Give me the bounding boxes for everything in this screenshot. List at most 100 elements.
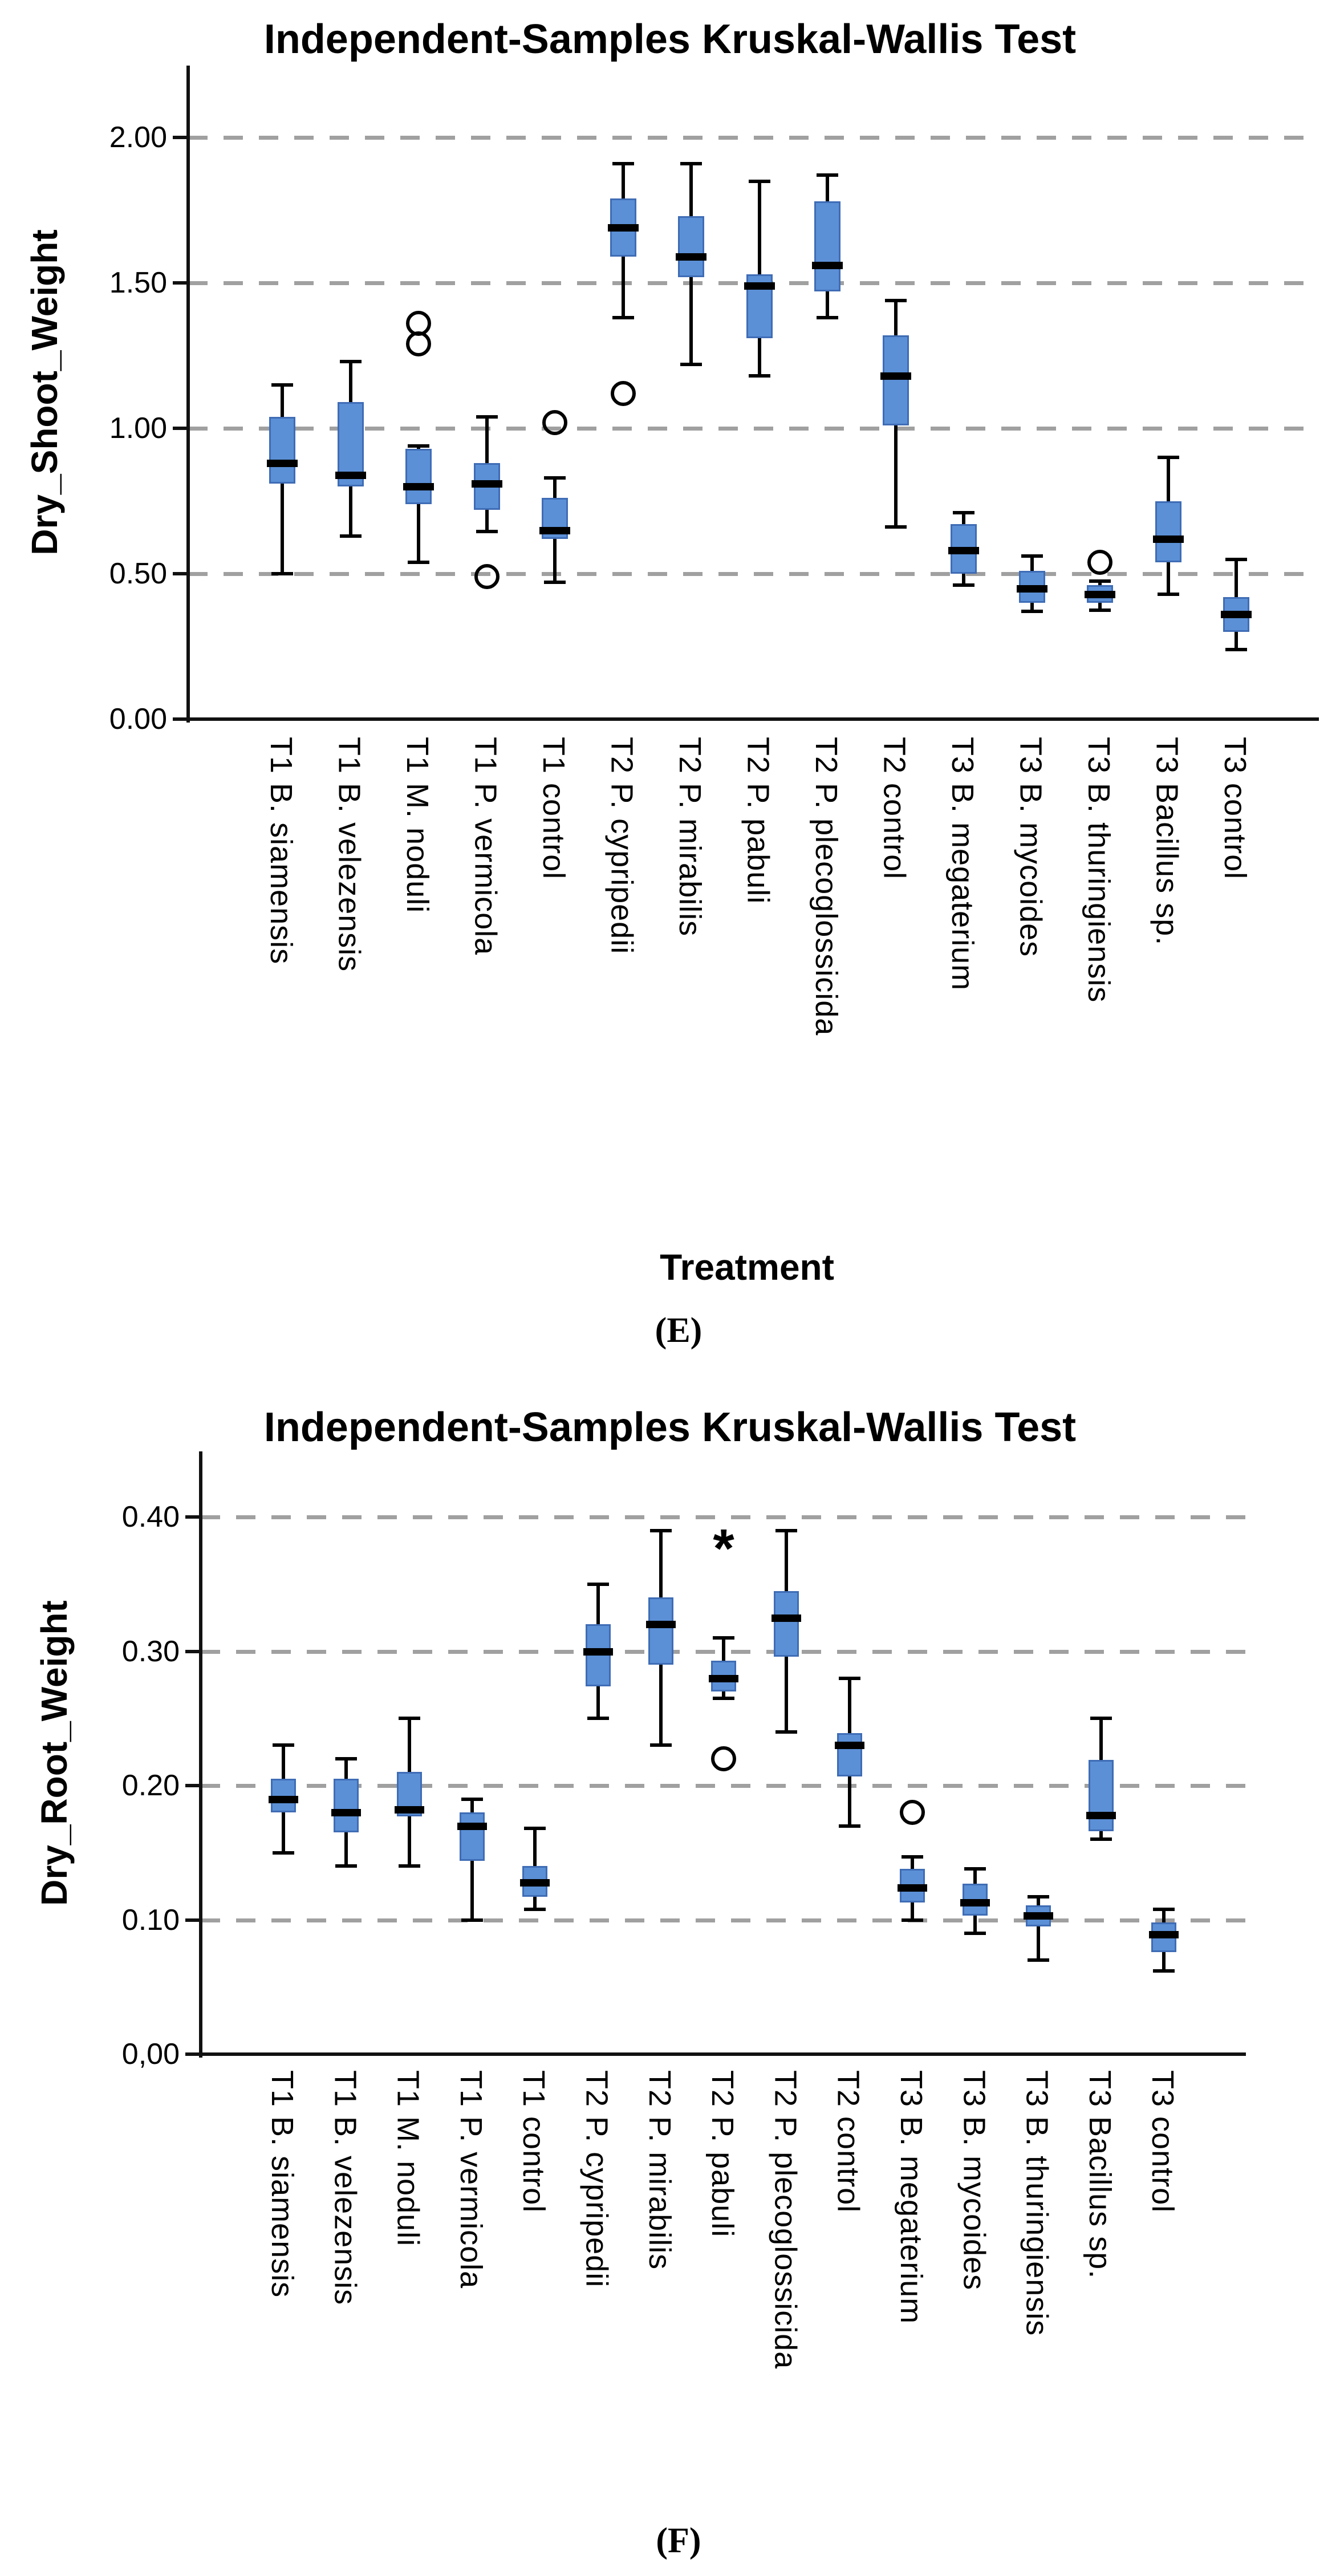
y-tick-label: 2.00 <box>109 121 167 154</box>
whisker-line-t3-b-thuringiensis <box>1036 1897 1040 1961</box>
x-tick-label-t1-p-vermicola: T1 P. vermicola <box>468 737 503 956</box>
x-tick-label-t1-b-siamensis: T1 B. siamensis <box>265 2070 299 2298</box>
whisker-cap-t1-p-vermicola <box>476 415 498 419</box>
whisker-cap-t3-bacillus-sp <box>1090 1837 1112 1841</box>
x-tick-label-t2-p-mirabilis: T2 P. mirabilis <box>642 2070 677 2270</box>
y-tick-label: 0.30 <box>121 1634 180 1668</box>
whisker-cap-t2-p-pabuli <box>713 1696 735 1700</box>
whisker-cap-t3-b-mycoides <box>964 1932 986 1936</box>
median-line-t2-p-plecoglossicida <box>812 262 843 270</box>
outlier-circle-icon <box>900 1800 925 1825</box>
y-tick <box>173 427 186 430</box>
whisker-cap-t3-bacillus-sp <box>1157 592 1179 596</box>
y-tick-label: 0,00 <box>121 2038 180 2071</box>
y-tick <box>185 2052 199 2056</box>
whisker-cap-t1-b-velezensis <box>339 359 362 363</box>
box-t2-p-cypripedii <box>585 1624 611 1686</box>
whisker-cap-t2-p-mirabilis <box>680 362 702 366</box>
box-t1-b-siamensis <box>269 416 295 484</box>
median-line-t1-p-vermicola <box>457 1822 487 1830</box>
gridline <box>188 572 1319 576</box>
x-tick-label-t3-b-mycoides: T3 B. mycoides <box>957 2070 992 2291</box>
median-line-t1-b-siamensis <box>267 460 298 468</box>
x-tick-label-t1-b-velezensis: T1 B. velezensis <box>332 737 367 972</box>
y-tick <box>173 572 186 575</box>
whisker-cap-t1-m-noduli <box>398 1717 420 1721</box>
x-tick-label-t1-p-vermicola: T1 P. vermicola <box>453 2070 488 2289</box>
whisker-cap-t1-m-noduli <box>408 560 429 564</box>
outlier-circle-icon <box>610 380 636 406</box>
whisker-cap-t1-m-noduli <box>408 444 429 448</box>
y-tick-label: 0.50 <box>109 557 167 590</box>
y-tick-label: 1.50 <box>109 266 167 299</box>
whisker-cap-t1-p-vermicola <box>461 1797 483 1801</box>
median-line-t1-m-noduli <box>394 1806 424 1814</box>
median-line-t3-control <box>1149 1931 1179 1939</box>
whisker-cap-t2-p-plecoglossicida <box>817 173 838 177</box>
box-t3-bacillus-sp <box>1088 1760 1114 1832</box>
chart-title-dry-shoot-weight: Independent-Samples Kruskal-Wallis Test <box>263 17 1077 62</box>
whisker-cap-t1-b-velezensis <box>339 534 362 538</box>
median-line-t3-b-mycoides <box>1016 585 1047 593</box>
whisker-cap-t3-b-thuringiensis <box>1089 608 1111 612</box>
gridline <box>201 1784 1246 1788</box>
median-line-t1-b-siamensis <box>269 1795 298 1803</box>
x-tick-label-t3-bacillus-sp: T3 Bacillus sp. <box>1082 2070 1117 2279</box>
whisker-cap-t2-p-mirabilis <box>649 1528 672 1532</box>
x-tick-label-t3-b-mycoides: T3 B. mycoides <box>1013 737 1048 958</box>
whisker-cap-t1-b-velezensis <box>335 1756 358 1760</box>
whisker-cap-t1-b-siamensis <box>273 1743 294 1747</box>
gridline <box>188 427 1319 431</box>
box-t3-bacillus-sp <box>1155 501 1181 562</box>
whisker-cap-t3-b-mycoides <box>964 1867 986 1871</box>
x-tick-label-t1-b-siamensis: T1 B. siamensis <box>264 737 298 965</box>
median-line-t2-control <box>834 1742 864 1750</box>
x-tick-label-t1-b-velezensis: T1 B. velezensis <box>328 2070 363 2306</box>
median-line-t2-p-cypripedii <box>607 224 639 232</box>
outlier-asterisk-icon: * <box>713 1518 734 1580</box>
y-tick <box>173 717 186 721</box>
whisker-cap-t2-control <box>838 1676 860 1680</box>
x-tick-label-t2-p-plecoglossicida: T2 P. plecoglossicida <box>768 2070 803 2370</box>
box-t2-p-plecoglossicida <box>814 201 840 292</box>
x-tick-label-t2-p-pabuli: T2 P. pabuli <box>741 737 775 904</box>
whisker-cap-t2-p-mirabilis <box>680 161 702 165</box>
whisker-cap-t1-control <box>524 1827 546 1831</box>
y-tick <box>185 1784 199 1787</box>
whisker-cap-t3-b-mycoides <box>1021 610 1043 614</box>
whisker-cap-t2-control <box>838 1824 860 1828</box>
x-tick-label-t2-control: T2 control <box>831 2070 866 2213</box>
x-tick-label-t2-p-cypripedii: T2 P. cypripedii <box>579 2070 614 2288</box>
y-tick-label: 1.00 <box>109 412 167 445</box>
box-t1-p-vermicola <box>459 1812 485 1861</box>
x-axis-line <box>199 2052 1246 2056</box>
median-line-t3-b-mycoides <box>960 1898 990 1906</box>
x-tick-label-t3-control: T3 control <box>1146 2070 1180 2213</box>
whisker-cap-t2-p-plecoglossicida <box>817 316 838 320</box>
whisker-cap-t2-p-plecoglossicida <box>775 1730 798 1734</box>
box-t2-control <box>882 335 909 425</box>
y-tick-label: 0.10 <box>121 1903 180 1937</box>
y-tick <box>185 1918 199 1922</box>
whisker-cap-t2-control <box>884 298 907 302</box>
median-line-t3-b-thuringiensis <box>1023 1912 1053 1920</box>
median-line-t1-b-velezensis <box>331 1809 362 1817</box>
whisker-cap-t2-p-cypripedii <box>612 316 634 320</box>
x-tick-label-t3-bacillus-sp: T3 Bacillus sp. <box>1150 737 1184 946</box>
whisker-cap-t1-m-noduli <box>398 1864 420 1868</box>
whisker-cap-t3-b-megaterium <box>902 1855 923 1859</box>
gridline <box>201 1515 1246 1519</box>
whisker-cap-t1-b-siamensis <box>273 1851 294 1855</box>
whisker-cap-t3-b-thuringiensis <box>1089 579 1111 583</box>
gridline <box>201 1918 1246 1922</box>
outlier-circle-icon <box>406 311 431 336</box>
box-t1-m-noduli <box>405 448 432 504</box>
whisker-cap-t3-control <box>1153 1969 1175 1973</box>
median-line-t2-p-mirabilis <box>645 1621 676 1629</box>
whisker-cap-t2-p-cypripedii <box>612 161 634 165</box>
box-t2-p-plecoglossicida <box>774 1591 799 1657</box>
median-line-t3-bacillus-sp <box>1152 535 1184 543</box>
whisker-cap-t2-p-cypripedii <box>587 1582 609 1586</box>
x-tick-label-t1-control: T1 control <box>517 2070 551 2213</box>
median-line-t2-control <box>880 372 911 380</box>
